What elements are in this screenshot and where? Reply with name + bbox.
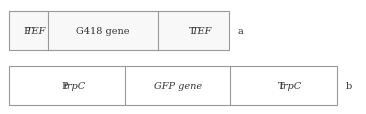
Text: TEF: TEF <box>191 26 212 35</box>
Text: TEF: TEF <box>26 26 46 35</box>
Text: P: P <box>23 26 30 35</box>
Text: trpC: trpC <box>280 81 302 90</box>
Text: a: a <box>238 26 244 35</box>
Text: G418 gene: G418 gene <box>76 26 130 35</box>
Bar <box>9 66 337 105</box>
Text: T: T <box>189 26 195 35</box>
Text: GFP gene: GFP gene <box>154 81 202 90</box>
Bar <box>9 11 229 50</box>
Text: T: T <box>277 81 284 90</box>
Text: trpC: trpC <box>64 81 86 90</box>
Text: b: b <box>346 81 352 90</box>
Text: P: P <box>61 81 68 90</box>
